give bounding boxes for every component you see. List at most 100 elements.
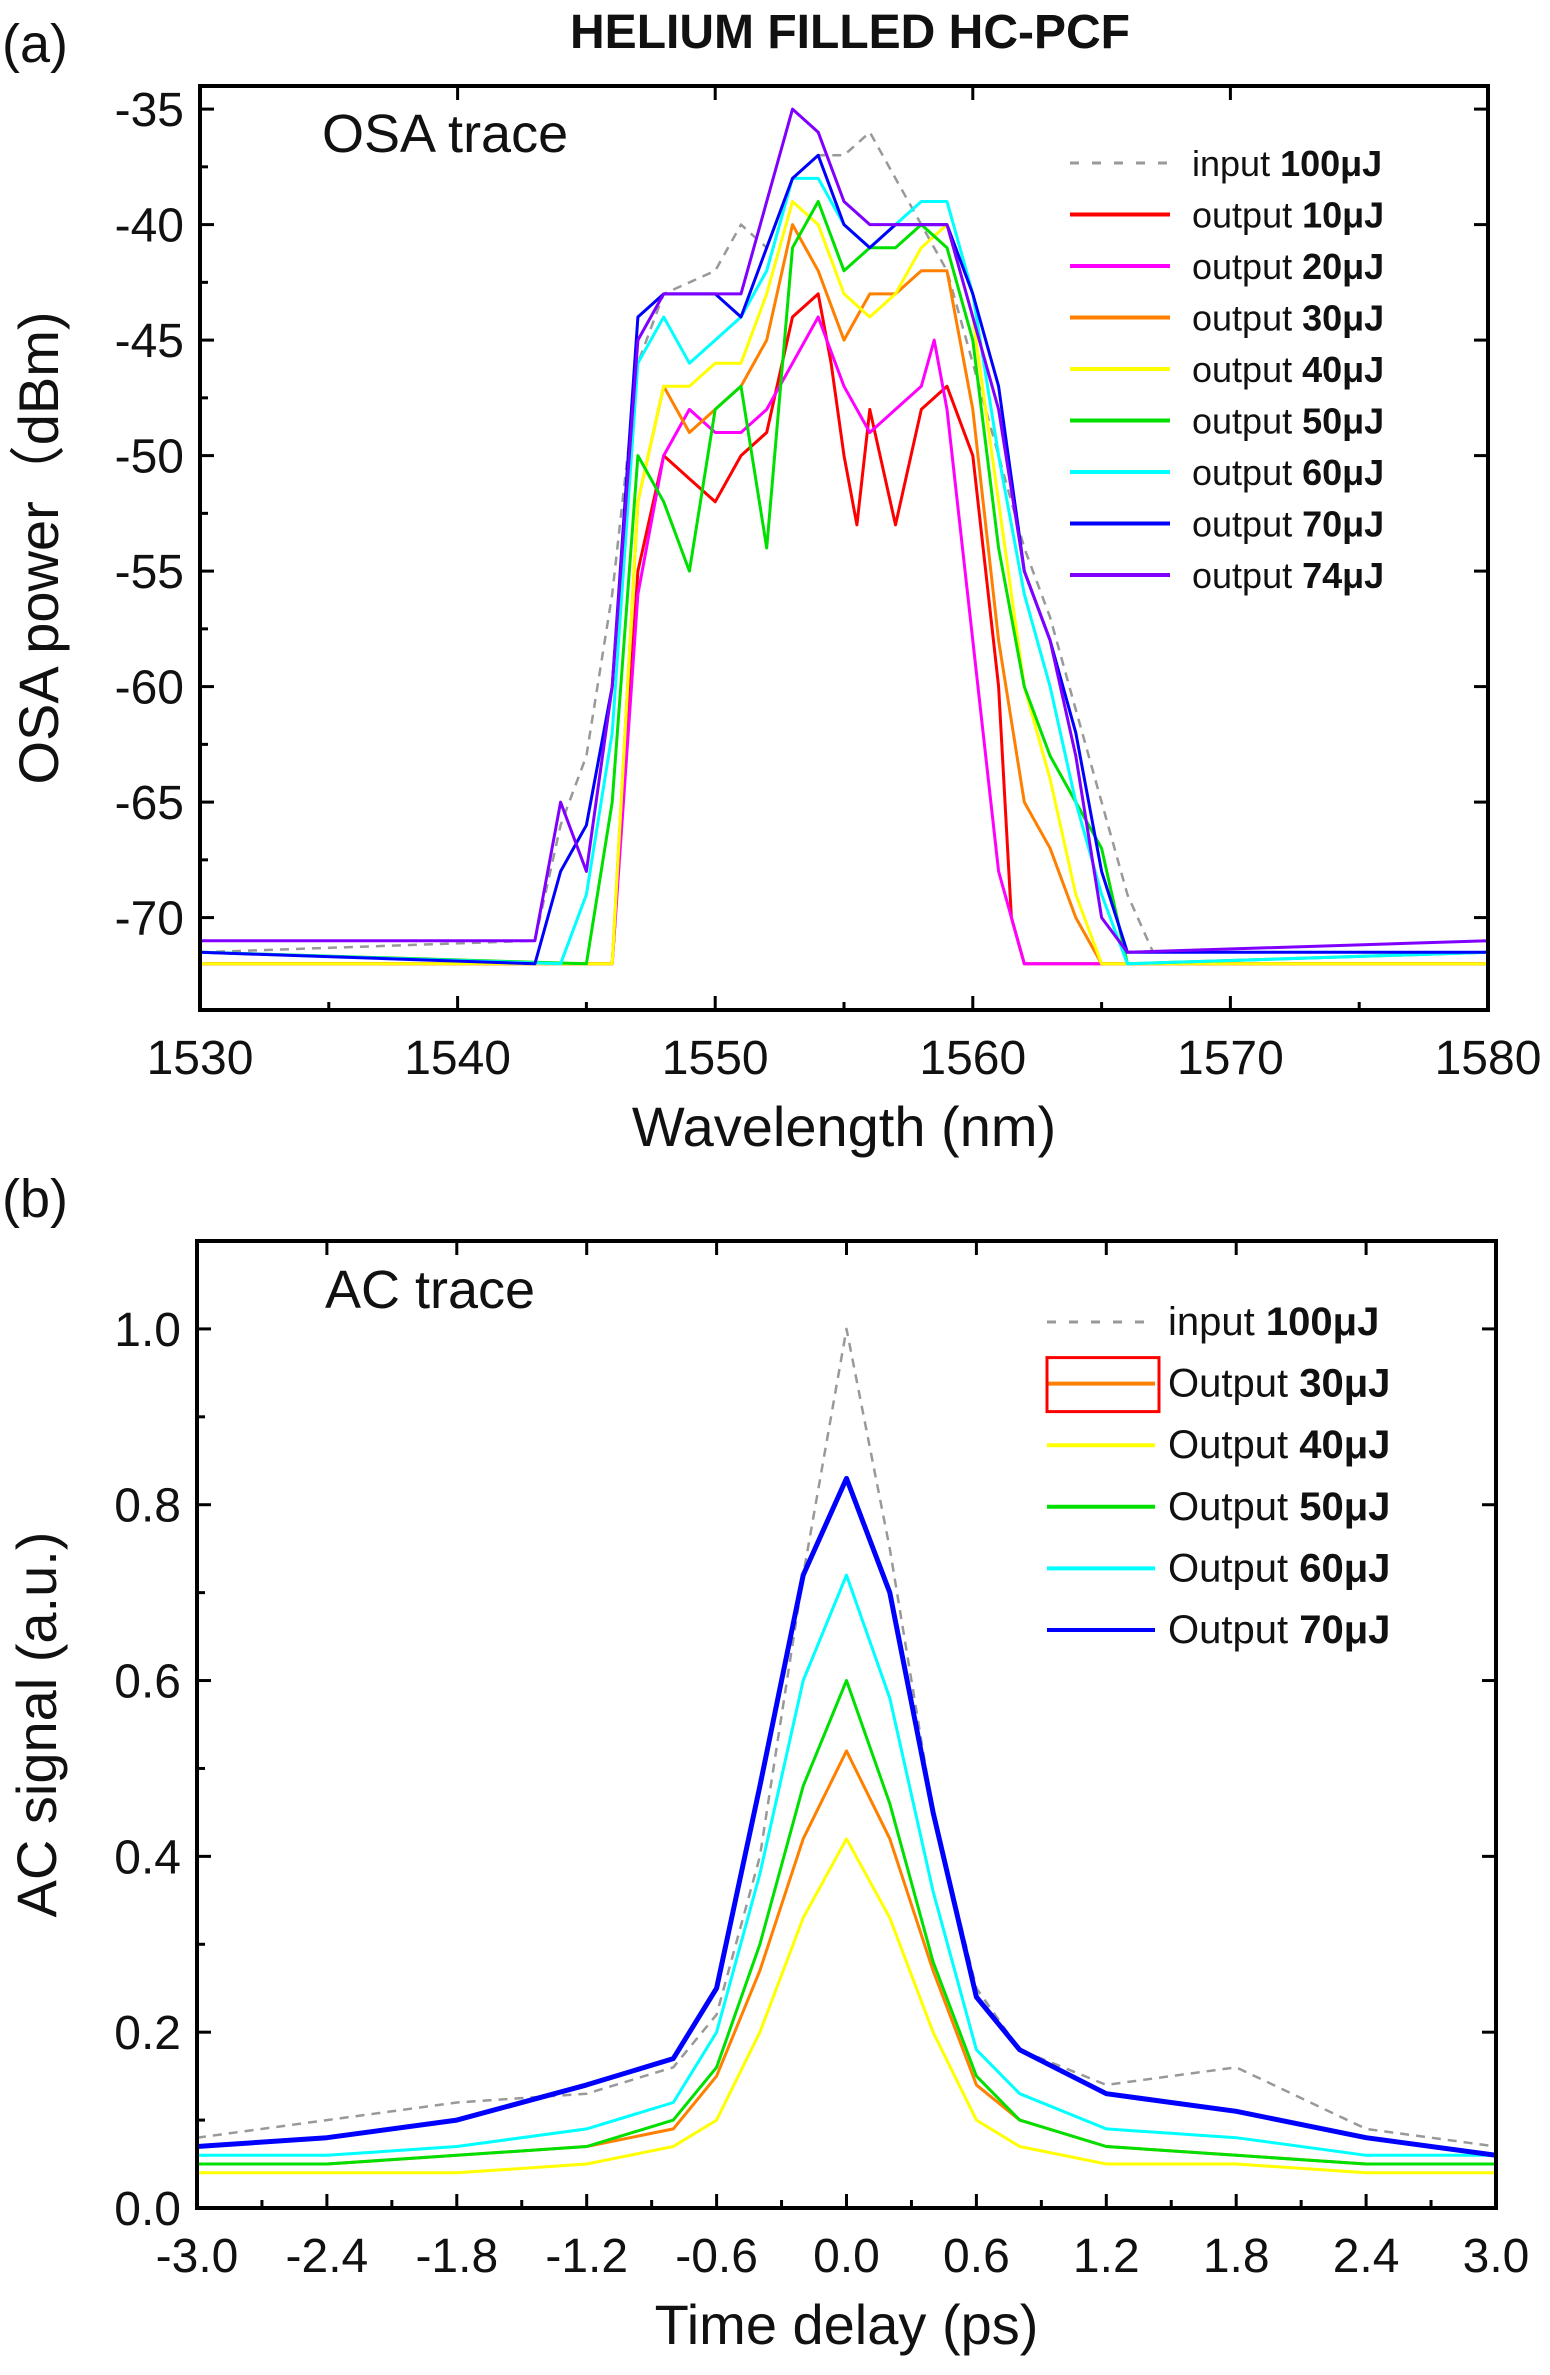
legend-label-prefix: output — [1192, 504, 1302, 545]
legend-label: output 20μJ — [1192, 246, 1384, 287]
series-line-100uj — [197, 1327, 1496, 2148]
trace-annotation: OSA trace — [322, 104, 568, 164]
legend-item: Output 60μJ — [1047, 1546, 1390, 1590]
series-line-70uj — [197, 1475, 1496, 2158]
x-tick-label: 1570 — [1177, 1032, 1284, 1085]
y-tick-label: 0.2 — [114, 2007, 181, 2060]
legend-item: input 100μJ — [1047, 1300, 1379, 1344]
series-line-20uj — [200, 315, 1488, 966]
x-tick-label: 2.4 — [1333, 2230, 1400, 2283]
panel-label: (b) — [2, 1169, 68, 1229]
legend-label: output 74μJ — [1192, 555, 1384, 596]
x-tick-label: 1560 — [919, 1032, 1026, 1085]
legend-label-prefix: output — [1192, 246, 1302, 287]
legend-label-prefix: output — [1192, 555, 1302, 596]
y-tick-label: -40 — [115, 200, 184, 253]
legend-label: output 50μJ — [1192, 401, 1384, 442]
x-tick-label: -1.8 — [415, 2230, 498, 2283]
legend-item: output 70μJ — [1070, 504, 1384, 545]
legend-label-value: 74μJ — [1302, 555, 1384, 596]
legend-label-prefix: Output — [1168, 1485, 1299, 1529]
series-line-40uj — [197, 1837, 1496, 2175]
legend-label-prefix: output — [1192, 195, 1302, 236]
series-line-30uj — [197, 1749, 1496, 2166]
series-group — [197, 1327, 1496, 2175]
y-axis-label: OSA power（dBm) — [7, 311, 70, 784]
panel-label: (a) — [2, 14, 68, 74]
x-axis-label: Wavelength (nm) — [632, 1095, 1056, 1158]
y-tick-label: 0.8 — [114, 1480, 181, 1533]
y-tick-label: -45 — [115, 315, 184, 368]
legend-label-prefix: input — [1168, 1300, 1266, 1344]
y-tick-label: 0.6 — [114, 1656, 181, 1709]
legend-label-value: 50μJ — [1302, 401, 1384, 442]
x-tick-label: 1.8 — [1203, 2230, 1270, 2283]
legend-label-prefix: output — [1192, 452, 1302, 493]
legend-label: input 100μJ — [1192, 143, 1382, 184]
legend-label: Output 60μJ — [1168, 1546, 1390, 1590]
x-tick-label: 1.2 — [1073, 2230, 1140, 2283]
legend-label-prefix: Output — [1168, 1423, 1299, 1467]
legend-label-value: 60μJ — [1302, 452, 1384, 493]
series-line-30uj — [200, 223, 1488, 966]
legend-label: output 40μJ — [1192, 349, 1384, 390]
legend-label-prefix: Output — [1168, 1546, 1299, 1590]
series-line-10uj — [200, 292, 1488, 966]
series-line-40uj — [200, 200, 1488, 966]
legend-item: Output 50μJ — [1047, 1485, 1390, 1529]
legend-label: Output 50μJ — [1168, 1485, 1390, 1529]
y-tick-label: -70 — [115, 893, 184, 946]
legend-label-value: 40μJ — [1302, 349, 1384, 390]
legend-item: output 74μJ — [1070, 555, 1384, 596]
legend-label-value: 10μJ — [1302, 195, 1384, 236]
legend-label-value: 100μJ — [1280, 143, 1382, 184]
legend-item: output 30μJ — [1070, 298, 1384, 339]
legend-item: output 50μJ — [1070, 401, 1384, 442]
legend-label-prefix: output — [1192, 349, 1302, 390]
legend-label: output 70μJ — [1192, 504, 1384, 545]
legend-label-value: 30μJ — [1299, 1362, 1390, 1406]
legend-label-value: 30μJ — [1302, 298, 1384, 339]
trace-annotation: AC trace — [325, 1260, 535, 1320]
figure-title: HELIUM FILLED HC-PCF — [570, 6, 1130, 59]
series-line-100uj — [200, 130, 1488, 954]
series-line-74uj — [200, 107, 1488, 954]
legend-label: Output 70μJ — [1168, 1608, 1390, 1652]
legend-label-value: 100μJ — [1266, 1300, 1379, 1344]
legend-item: Output 30μJ — [1045, 1356, 1390, 1414]
series-line-50uj — [197, 1679, 1496, 2166]
x-tick-label: 0.6 — [943, 2230, 1010, 2283]
y-tick-label: 0.4 — [114, 1831, 181, 1884]
legend-item: output 10μJ — [1070, 195, 1384, 236]
legend-label-value: 70μJ — [1299, 1608, 1390, 1652]
y-tick-label: -55 — [115, 546, 184, 599]
y-tick-label: -60 — [115, 662, 184, 715]
legend-label: input 100μJ — [1168, 1300, 1379, 1344]
legend-label: output 10μJ — [1192, 195, 1384, 236]
y-tick-label: 0.0 — [114, 2183, 181, 2236]
x-tick-label: 3.0 — [1463, 2230, 1530, 2283]
legend-item: output 20μJ — [1070, 246, 1384, 287]
legend-label-value: 40μJ — [1299, 1423, 1390, 1467]
x-tick-label: 1580 — [1435, 1032, 1542, 1085]
legend-highlight-box — [1045, 1356, 1161, 1414]
x-tick-label: -1.2 — [545, 2230, 628, 2283]
y-tick-label: 1.0 — [114, 1304, 181, 1357]
legend-label: output 30μJ — [1192, 298, 1384, 339]
legend-item: output 60μJ — [1070, 452, 1384, 493]
panel-a-osa-chart: 1530 1540 1550 1560 1570 1580 -35 -40 -45 -50 -55 -… — [2, 14, 1541, 1158]
x-tick-label: -0.6 — [675, 2230, 758, 2283]
legend-item: output 40μJ — [1070, 349, 1384, 390]
y-tick-label: -65 — [115, 777, 184, 830]
x-tick-label: 1530 — [147, 1032, 254, 1085]
x-axis-label: Time delay (ps) — [655, 2293, 1039, 2356]
y-tick-label: -50 — [115, 431, 184, 484]
x-tick-label: 1540 — [404, 1032, 511, 1085]
y-tick-label: -35 — [115, 84, 184, 137]
legend-label-value: 20μJ — [1302, 246, 1384, 287]
legend-label: Output 40μJ — [1168, 1423, 1390, 1467]
legend-label-prefix: output — [1192, 298, 1302, 339]
